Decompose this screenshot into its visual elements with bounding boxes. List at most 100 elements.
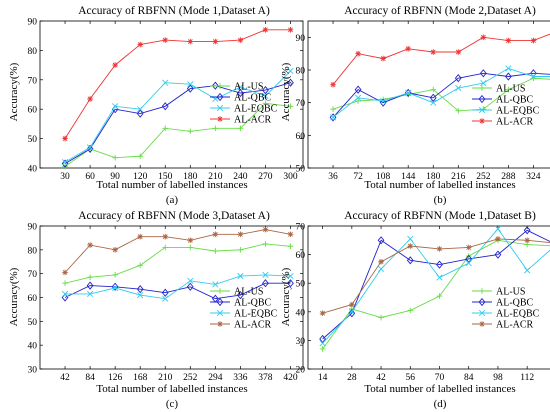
panel-c-data-point <box>87 242 93 248</box>
panel-a-data-point <box>162 125 169 132</box>
panel-a-data-point <box>112 154 118 161</box>
panel-c-series-line-3 <box>64 229 291 273</box>
panel-b-data-point <box>454 74 462 83</box>
panel-a-data-point <box>137 153 143 160</box>
panel-b-data-point <box>505 65 512 72</box>
panel-a-ytick-label: 40 <box>28 165 38 175</box>
panel-d-data-point <box>465 244 472 251</box>
panel-b-data-point <box>354 94 362 101</box>
panel-c-xtick-label: 210 <box>158 373 173 383</box>
panel-a-data-point <box>62 135 68 142</box>
panel-c-data-point <box>187 237 194 244</box>
panel-c-data-point <box>112 247 118 253</box>
panel-b-data-point <box>479 69 487 78</box>
panel-d-data-point <box>494 225 502 232</box>
panel-c-xtick-label: 378 <box>258 373 273 383</box>
panel-a-data-point <box>287 78 294 87</box>
panel-c-data-point <box>162 295 169 302</box>
panel-a-series-line-3 <box>64 29 291 139</box>
panel-a-xtick-label: 30 <box>60 172 70 182</box>
panel-b-data-point <box>379 98 387 107</box>
panel-a-xtick-label: 240 <box>233 172 248 182</box>
panel-c-data-point <box>262 271 269 278</box>
panel-a-data-point <box>186 84 194 93</box>
panel-c-xtick-label: 42 <box>60 373 70 383</box>
panel-b-data-point <box>330 81 336 88</box>
panel-c-ytick-label: 70 <box>28 270 38 280</box>
panel-c-ylabel: Accuracy(%) <box>8 267 20 326</box>
panel-d-legend-marker <box>478 297 486 307</box>
panel-d-data-point <box>465 260 472 267</box>
panel-c-data-point <box>237 231 244 238</box>
panel-b-data-point <box>355 50 361 57</box>
panel-d-data-point <box>319 334 326 344</box>
panel-b-data-point <box>530 37 537 44</box>
panel-d-data-point <box>377 265 385 273</box>
panel-d-data-point <box>378 314 384 321</box>
panel-c-legend-marker <box>217 288 223 294</box>
panel-c-data-point <box>112 272 118 278</box>
panel-b-data-point <box>455 84 462 92</box>
panel-c-data-point <box>287 231 294 238</box>
panel-c-ytick-label: 40 <box>28 342 38 352</box>
panel-d-legend-label: AL-QBC <box>496 298 534 309</box>
panel-a-data-point <box>162 37 169 43</box>
panel-b-data-point <box>429 93 437 102</box>
panel-d-data-point <box>349 301 355 308</box>
panel-a-legend-marker <box>216 92 224 102</box>
panel-c-data-point <box>137 291 144 299</box>
panel-a-data-point <box>86 144 94 153</box>
panel-b-ytick-label: 90 <box>296 34 306 44</box>
panel-a-ytick-label: 50 <box>28 135 38 145</box>
panel-c-data-point <box>287 243 294 250</box>
panel-d-data-point <box>407 235 414 242</box>
panel-a-xtick-label: 90 <box>110 172 120 182</box>
panel-c-legend-label: AL-QBC <box>234 298 272 309</box>
panel-c-xtick-label: 126 <box>108 373 123 383</box>
panel-b-series-line-3 <box>332 33 550 85</box>
panel-a-ytick-label: 90 <box>28 18 38 28</box>
panel-b-data-point <box>455 108 462 114</box>
panel-d-data-point <box>319 310 326 317</box>
panel-c-xtick-label: 336 <box>233 373 248 383</box>
panel-a-data-point <box>187 81 194 88</box>
panel-a-data-point <box>86 144 94 151</box>
panel-b-series-line-0 <box>332 77 550 112</box>
panel-a-data-point <box>112 103 119 110</box>
panel-a-data-point <box>212 38 219 45</box>
panel-d-ytick-label: 60 <box>296 251 306 261</box>
panel-c-data-point <box>187 244 194 251</box>
panel-a-series-line-0 <box>64 102 291 167</box>
panel-d-data-point <box>523 226 531 235</box>
panel-a-data-point <box>237 125 244 132</box>
panel-d-ytick-label: 20 <box>296 366 306 376</box>
panel-c-data-point <box>162 233 169 240</box>
panel-a-xtick-label: 150 <box>158 172 173 182</box>
panel-a-legend-label: AL-ACR <box>234 115 272 126</box>
panel-b-data-point <box>354 85 362 94</box>
panel-a-data-point <box>137 106 144 113</box>
panel-b-data-point <box>404 88 412 97</box>
panel-b-data-point <box>480 34 487 41</box>
panel-b-xtick-label: 324 <box>526 172 541 182</box>
panel-a-caption: (a) <box>166 194 179 206</box>
panel-b-data-point <box>380 55 386 62</box>
panel-c-data-point <box>237 247 244 253</box>
panel-a-data-point <box>236 88 244 98</box>
panel-d-data-point <box>407 243 414 249</box>
panel-c-ytick-label: 30 <box>28 366 38 376</box>
panel-b-xtick-label: 72 <box>353 172 363 182</box>
panel-d-data-point <box>348 308 355 315</box>
panel-c-legend-marker <box>216 309 224 317</box>
panel-d-ytick-label: 30 <box>296 337 306 347</box>
panel-a-data-point <box>287 103 294 110</box>
panel-d-data-point <box>436 246 443 252</box>
panel-c-data-point <box>262 279 269 288</box>
panel-d-data-point <box>319 346 326 352</box>
panel-a-data-point <box>112 62 118 68</box>
panel-b-data-point <box>405 45 411 52</box>
panel-d-data-point <box>407 307 414 314</box>
panel-c-data-point <box>161 288 169 297</box>
panel-b-legend-marker <box>478 94 486 104</box>
panel-d-xlabel: Total number of labelled instances <box>364 383 515 395</box>
